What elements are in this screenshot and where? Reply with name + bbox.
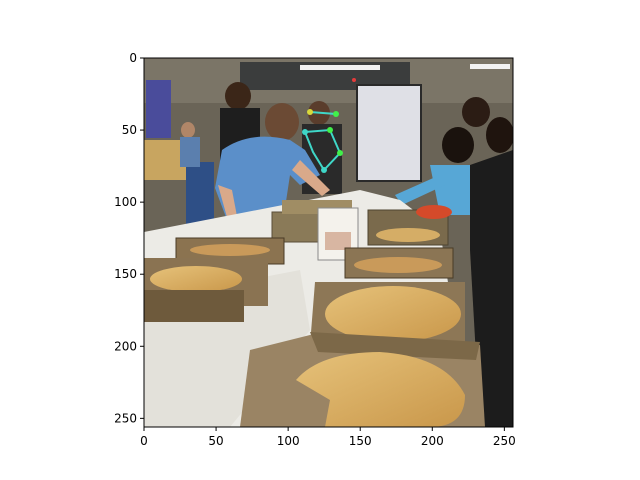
person-head [486,117,513,153]
pizza [354,257,442,273]
y-tick-label: 100 [114,195,137,209]
pose-annotation [302,78,356,173]
blue-shirt-person-head [265,103,299,141]
pizza [376,228,440,242]
pose-keypoint [333,111,339,117]
pizza [190,244,270,256]
person-head [225,82,251,110]
x-tick-label: 0 [140,434,148,448]
x-tick-label: 150 [349,434,372,448]
person-body [180,137,200,167]
pizza-plate [416,205,452,219]
y-tick-label: 250 [114,411,137,425]
pizza-box-front [144,290,244,322]
ceiling-light [300,65,380,70]
pose-keypoint [337,150,343,156]
x-tick-label: 200 [421,434,444,448]
y-tick-label: 0 [129,51,137,65]
x-tick-label: 50 [208,434,223,448]
person-head [181,122,195,138]
pose-skeleton-line [304,128,342,172]
whiteboard [356,84,422,182]
pizza-box-lid [310,332,480,360]
person-head [462,97,490,127]
blue-poster [146,80,171,138]
pose-keypoint [307,109,313,115]
person-head [442,127,474,163]
blue-shirt-person-body [215,136,320,228]
pizza [296,352,465,427]
x-tick-label: 250 [493,434,516,448]
pose-keypoint [321,167,327,173]
pose-keypoint [352,78,356,82]
pose-keypoint [327,127,333,133]
photo [144,58,513,427]
y-tick-label: 50 [122,123,137,137]
ceiling-light [470,64,510,69]
y-tick-label: 150 [114,267,137,281]
x-axis: 0 50 100 150 200 250 [140,427,516,448]
axes-frame [143,57,514,428]
y-axis: 0 50 100 150 200 250 [114,51,144,425]
blue-shirt-person-arm [292,160,330,196]
pose-keypoint [302,129,308,135]
pizza [150,266,242,292]
person-arm [395,175,445,205]
pose-skeleton-line [309,111,337,115]
table-sign-picture [325,232,351,250]
x-tick-label: 100 [277,434,300,448]
pizza [325,286,461,342]
y-tick-label: 200 [114,339,137,353]
